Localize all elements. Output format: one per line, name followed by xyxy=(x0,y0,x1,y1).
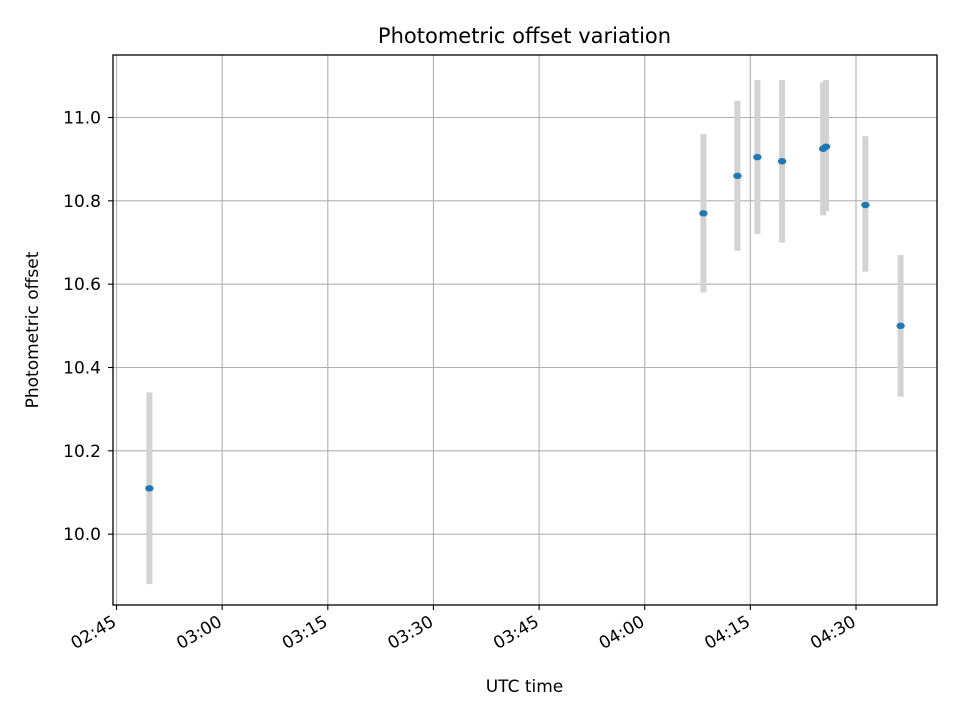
x-tick-label: 04:15 xyxy=(701,612,753,654)
data-points xyxy=(145,143,905,492)
x-tick-label: 03:30 xyxy=(385,612,437,654)
y-axis-label: Photometric offset xyxy=(23,251,43,408)
x-tick-label: 02:45 xyxy=(68,612,120,654)
grid xyxy=(113,55,937,605)
x-tick-label: 04:00 xyxy=(596,612,648,654)
y-tick-label: 10.8 xyxy=(63,192,101,212)
y-axis-ticks: 10.0 10.2 10.4 10.6 10.8 11.0 xyxy=(63,109,113,545)
data-point xyxy=(777,158,787,165)
y-tick-label: 10.4 xyxy=(63,359,101,379)
y-tick-label: 10.0 xyxy=(63,525,101,545)
x-axis-label: UTC time xyxy=(486,677,564,697)
data-point xyxy=(699,210,708,217)
error-bars xyxy=(146,80,904,585)
data-point xyxy=(733,172,742,180)
x-tick-label: 03:15 xyxy=(279,612,331,654)
y-tick-label: 11.0 xyxy=(63,109,101,129)
data-point xyxy=(821,143,831,150)
data-point xyxy=(145,485,154,492)
chart-title: Photometric offset variation xyxy=(378,24,671,48)
x-tick-label: 03:00 xyxy=(173,612,225,654)
data-point xyxy=(861,201,870,209)
plot-frame xyxy=(112,54,938,606)
data-point xyxy=(753,153,762,161)
data-point xyxy=(896,322,905,330)
y-tick-label: 10.6 xyxy=(63,275,101,295)
x-tick-label: 04:30 xyxy=(807,612,859,654)
y-tick-label: 10.2 xyxy=(63,442,101,462)
x-axis-ticks: 02:45 03:00 03:15 03:30 03:45 04:00 04:15 04:30 xyxy=(68,605,860,654)
x-tick-label: 03:45 xyxy=(490,612,542,654)
